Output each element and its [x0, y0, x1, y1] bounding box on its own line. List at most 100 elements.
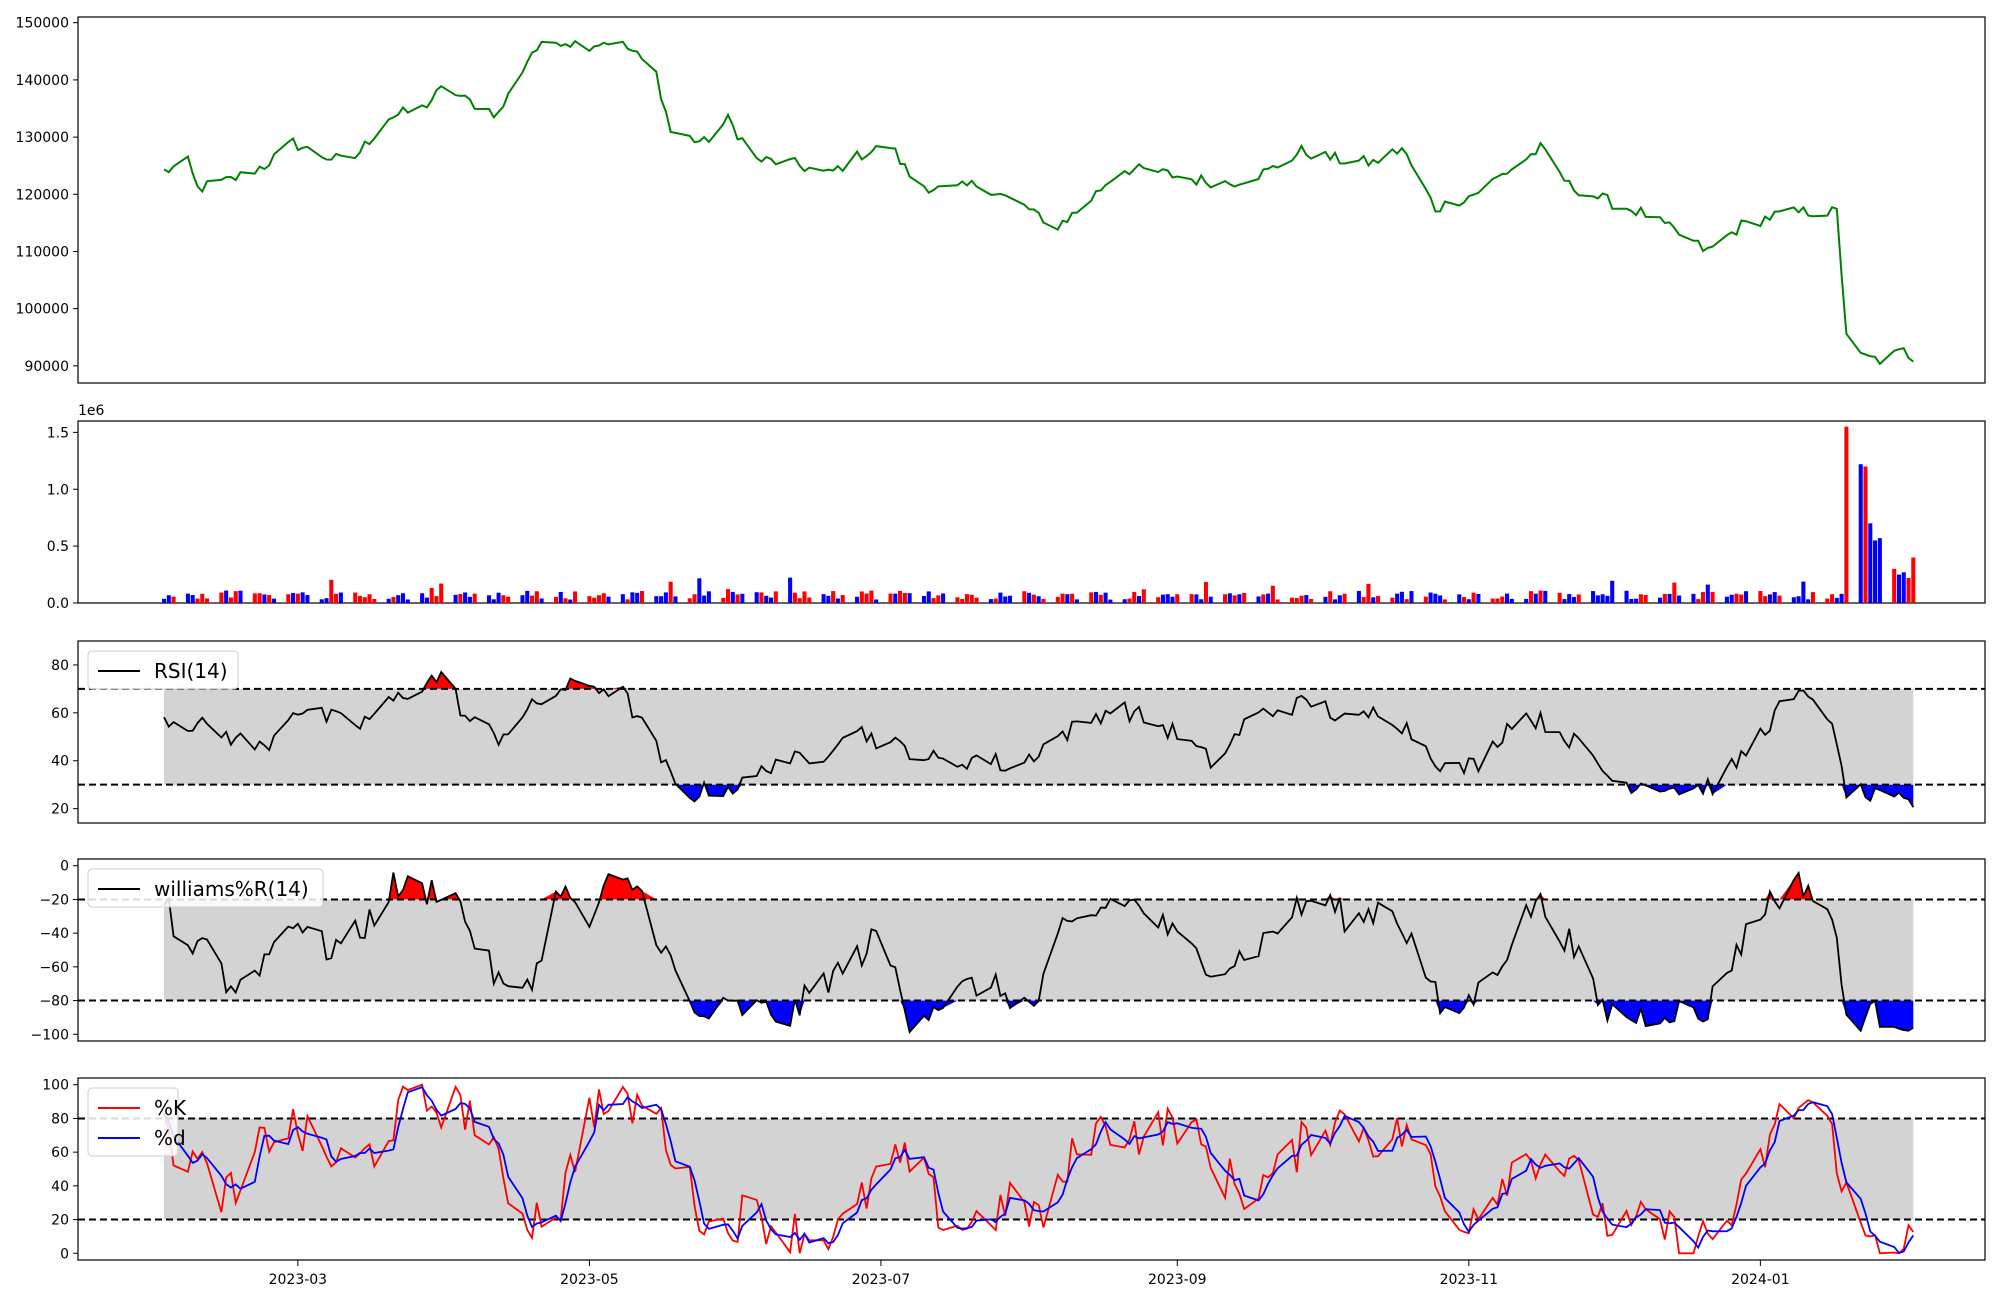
- volume-bar: [1003, 596, 1008, 603]
- volume-bar: [969, 594, 974, 603]
- volume-bar: [1127, 598, 1132, 603]
- volume-bar: [1462, 596, 1467, 603]
- volume-bar: [534, 591, 539, 603]
- volume-bar: [1457, 594, 1462, 603]
- volume-bar: [1337, 595, 1342, 603]
- volume-bar: [1256, 596, 1261, 603]
- volume-bar: [764, 595, 769, 603]
- volume-bar: [663, 592, 668, 603]
- rsi-panel: 20 40 60 80 RSI(14): [51, 640, 1986, 824]
- volume-bar: [257, 593, 262, 603]
- volume-bar: [1729, 594, 1734, 603]
- volume-bar: [788, 577, 793, 603]
- williams-ytick-label: 0: [60, 859, 69, 875]
- williams-line: [163, 870, 1914, 1035]
- rsi-ytick-label: 40: [51, 754, 69, 770]
- volume-bar: [1232, 595, 1237, 603]
- volume-bar: [1242, 592, 1247, 603]
- volume-bar: [1237, 594, 1242, 603]
- williams-frame: [77, 858, 1986, 1042]
- volume-bar: [1906, 577, 1911, 603]
- volume-bar: [1662, 593, 1667, 603]
- volume-bar: [1710, 591, 1715, 603]
- volume-bar: [1466, 599, 1471, 603]
- volume-bar: [587, 596, 592, 603]
- volume-bar: [630, 592, 635, 603]
- volume-bar: [1696, 599, 1701, 603]
- volume-bar: [1877, 538, 1882, 603]
- volume-bar: [697, 578, 702, 603]
- volume-bar: [874, 599, 879, 603]
- volume-bar: [1858, 464, 1863, 603]
- stochastic-legend-label: %K: [154, 1096, 187, 1120]
- volume-bar: [1093, 591, 1099, 603]
- volume-ytick-label: 1.5: [47, 425, 69, 441]
- volume-bar: [1873, 540, 1878, 603]
- volume-bar: [171, 596, 176, 603]
- volume-bar: [1342, 593, 1347, 603]
- stochastic-ytick-label: 40: [51, 1179, 69, 1195]
- williams-band: [164, 899, 1914, 1001]
- stochastic-ytick-label: 20: [51, 1213, 69, 1229]
- volume-bar: [1141, 589, 1146, 603]
- price-ytick-label: 150000: [16, 16, 69, 32]
- volume-frame: [77, 420, 1986, 604]
- price-line: [163, 39, 1914, 366]
- volume-bar: [1868, 523, 1873, 603]
- volume-bar: [1557, 592, 1562, 603]
- volume-bar: [625, 599, 630, 603]
- volume-bar: [200, 593, 205, 603]
- volume-bar: [1108, 599, 1113, 603]
- volume-bar: [1844, 426, 1849, 603]
- volume-bar: [601, 593, 606, 603]
- volume-bar: [1605, 595, 1610, 603]
- volume-bar: [1189, 594, 1194, 603]
- volume-bar: [1777, 595, 1782, 603]
- rsi-band: [164, 688, 1914, 785]
- x-tick-label: 2023-09: [1148, 1272, 1207, 1288]
- volume-bar: [835, 598, 840, 603]
- volume-bar: [687, 598, 692, 603]
- williams-ytick-label: −60: [39, 960, 69, 976]
- volume-bar: [1509, 598, 1514, 603]
- volume-bar: [1328, 591, 1333, 603]
- volume-bar: [563, 598, 568, 603]
- volume-bar: [400, 593, 406, 603]
- volume-bar: [367, 594, 372, 603]
- price-ytick-label: 110000: [16, 244, 69, 260]
- x-tick-label: 2023-11: [1440, 1272, 1499, 1288]
- volume-bar: [1266, 593, 1271, 603]
- volume-bar: [1031, 594, 1036, 603]
- volume-bar: [855, 596, 860, 603]
- volume-bar: [1834, 597, 1839, 603]
- volume-bar: [334, 593, 339, 603]
- volume-bar: [907, 593, 912, 603]
- volume-bar: [1055, 596, 1060, 603]
- volume-bar: [1438, 595, 1443, 603]
- volume-bar: [1098, 594, 1103, 603]
- volume-bar: [1500, 596, 1505, 603]
- volume-bar: [405, 599, 410, 603]
- volume-bar: [491, 599, 496, 603]
- date-axis: 2023-03 2023-05 2023-07 2023-09 2023-11 2024-…: [269, 1260, 1790, 1288]
- volume-bar: [1801, 581, 1806, 603]
- volume-bar: [1199, 599, 1204, 603]
- volume-bar: [1007, 595, 1013, 603]
- volume-bar: [1476, 594, 1481, 603]
- volume-bar: [1763, 596, 1768, 603]
- volume-bar: [286, 594, 291, 603]
- volume-bar: [391, 597, 396, 603]
- volume-bar: [205, 598, 210, 603]
- volume-bar: [224, 590, 229, 603]
- volume-bar: [1022, 591, 1027, 603]
- volume-bar: [998, 592, 1003, 603]
- price-panel: 90000 100000 110000 120000 130000 140000 15000…: [16, 16, 1986, 384]
- volume-bar: [1591, 591, 1596, 603]
- volume-bar: [252, 593, 257, 603]
- volume-bar: [305, 595, 310, 603]
- stochastic-ytick-label: 60: [51, 1145, 69, 1161]
- volume-bar: [1567, 594, 1572, 603]
- volume-bar: [472, 593, 477, 603]
- volume-bar: [1423, 596, 1428, 603]
- volume-bar: [1595, 595, 1600, 603]
